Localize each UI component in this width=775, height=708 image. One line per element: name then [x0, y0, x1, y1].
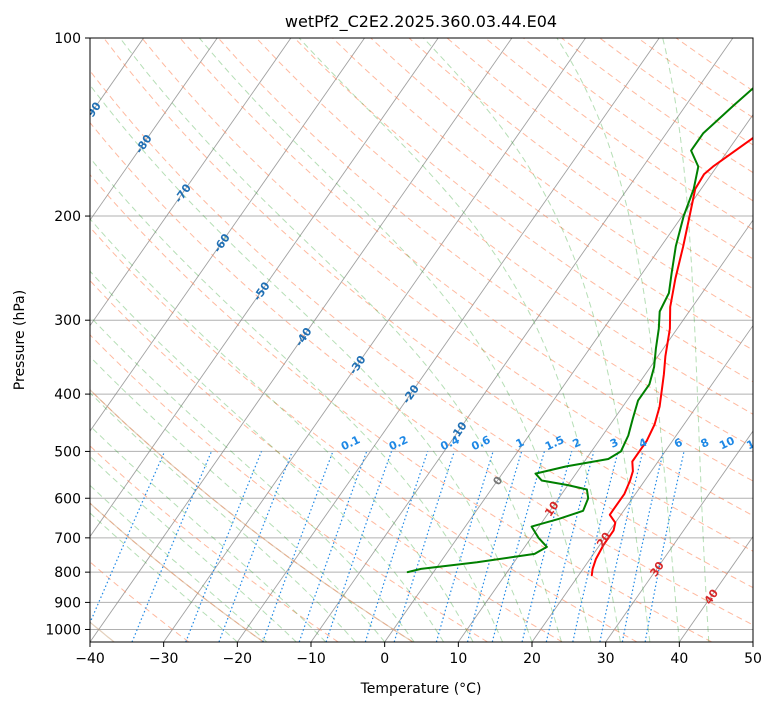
y-tick-label: 1000 — [45, 622, 81, 638]
x-tick-label: 20 — [523, 651, 541, 667]
x-tick-label: 50 — [744, 651, 762, 667]
mixing-ratio-line — [90, 451, 166, 625]
moist-adiabat — [423, 38, 651, 642]
x-tick-label: −30 — [149, 651, 179, 667]
mixing-ratio-line — [325, 451, 393, 642]
moist-adiabat — [90, 315, 415, 642]
isotherm-line — [531, 324, 753, 642]
dry-adiabat — [90, 173, 712, 642]
isotherm-line — [678, 535, 753, 642]
moist-adiabat — [90, 218, 474, 642]
y-axis-label: Pressure (hPa) — [12, 290, 28, 390]
moist-adiabat — [90, 84, 533, 642]
mixing-ratio-line — [298, 451, 368, 642]
dry-adiabat — [217, 38, 753, 448]
y-tick-label: 200 — [54, 209, 81, 225]
dry-adiabat — [255, 38, 753, 415]
y-tick-label: 300 — [54, 313, 81, 329]
x-tick-label: −40 — [75, 651, 105, 667]
moist-adiabat — [90, 157, 503, 642]
dry-adiabat — [103, 38, 753, 552]
mixing-ratio-line — [393, 451, 455, 642]
moist-adiabat — [90, 484, 268, 642]
isotherm-line — [90, 38, 292, 327]
dry-adiabat — [90, 226, 638, 642]
x-tick-label: 40 — [670, 651, 688, 667]
x-tick-label: −20 — [223, 651, 253, 667]
mixing-ratio-line — [491, 451, 545, 642]
isotherm-line — [90, 38, 218, 221]
reference-adiabat — [90, 388, 414, 642]
moist-adiabat-lines — [90, 38, 710, 642]
isotherm-line — [90, 38, 365, 432]
mixing-ratio-line — [262, 451, 334, 642]
reference-adiabat — [90, 502, 264, 642]
mixing-ratio-label: 10 — [717, 434, 737, 452]
isotherm-line — [90, 38, 439, 538]
dry-adiabat — [90, 279, 563, 642]
x-axis-label: Temperature (°C) — [360, 681, 482, 697]
mixing-ratio-line — [185, 451, 263, 642]
moist-adiabat — [90, 355, 386, 642]
mixing-ratio-line — [545, 451, 595, 642]
dry-adiabat — [90, 334, 488, 642]
chart-title: wetPf2_C2E2.2025.360.03.44.E04 — [285, 12, 557, 32]
dry-adiabat — [408, 38, 753, 290]
moist-adiabat — [298, 38, 621, 642]
y-tick-label: 100 — [54, 31, 81, 47]
profile-lines — [406, 86, 753, 577]
temperature-profile-line — [590, 136, 753, 577]
moist-adiabat — [90, 270, 445, 642]
dry-adiabat — [90, 121, 753, 626]
isotherm-line — [605, 430, 753, 642]
y-axis: 100 200 300 400 500 600 700 800 900 1000 — [45, 31, 90, 638]
y-tick-label: 500 — [54, 444, 81, 460]
mixing-ratio-line — [131, 451, 213, 642]
x-tick-label: 10 — [449, 651, 467, 667]
x-tick-label: 0 — [380, 651, 389, 667]
dry-adiabat — [141, 38, 753, 517]
x-tick-label: −10 — [296, 651, 326, 667]
mixing-ratio-line — [466, 451, 523, 642]
plot-frame — [89, 37, 754, 643]
isotherm-lines — [90, 38, 753, 642]
x-axis: −40 −30 −20 −10 0 10 20 30 40 50 — [75, 642, 762, 667]
mixing-ratio-line — [364, 451, 429, 642]
mixing-ratio-line — [218, 451, 293, 642]
pressure-grid — [90, 38, 753, 630]
y-tick-label: 700 — [54, 531, 81, 547]
mixing-ratio-line — [521, 451, 573, 642]
moist-adiabat — [198, 38, 592, 642]
y-tick-label: 900 — [54, 595, 81, 611]
y-tick-label: 800 — [54, 565, 81, 581]
dry-adiabat — [294, 38, 753, 383]
y-tick-label: 400 — [54, 387, 81, 403]
isotherm-line — [163, 38, 586, 642]
y-tick-label: 600 — [54, 491, 81, 507]
moist-adiabat — [662, 38, 710, 642]
mixing-ratio-lines — [90, 451, 685, 642]
x-tick-label: 30 — [597, 651, 615, 667]
moist-adiabat — [556, 38, 680, 642]
moist-adiabat — [119, 38, 562, 642]
dewpoint-profile-line — [406, 86, 753, 574]
isotherm-line — [457, 219, 753, 642]
isotherm-line — [384, 113, 753, 642]
isotherm-line — [90, 38, 513, 642]
mixing-ratio-label: 13 — [745, 434, 764, 452]
isotherm-line — [236, 38, 660, 642]
mixing-ratio-line — [572, 451, 619, 642]
